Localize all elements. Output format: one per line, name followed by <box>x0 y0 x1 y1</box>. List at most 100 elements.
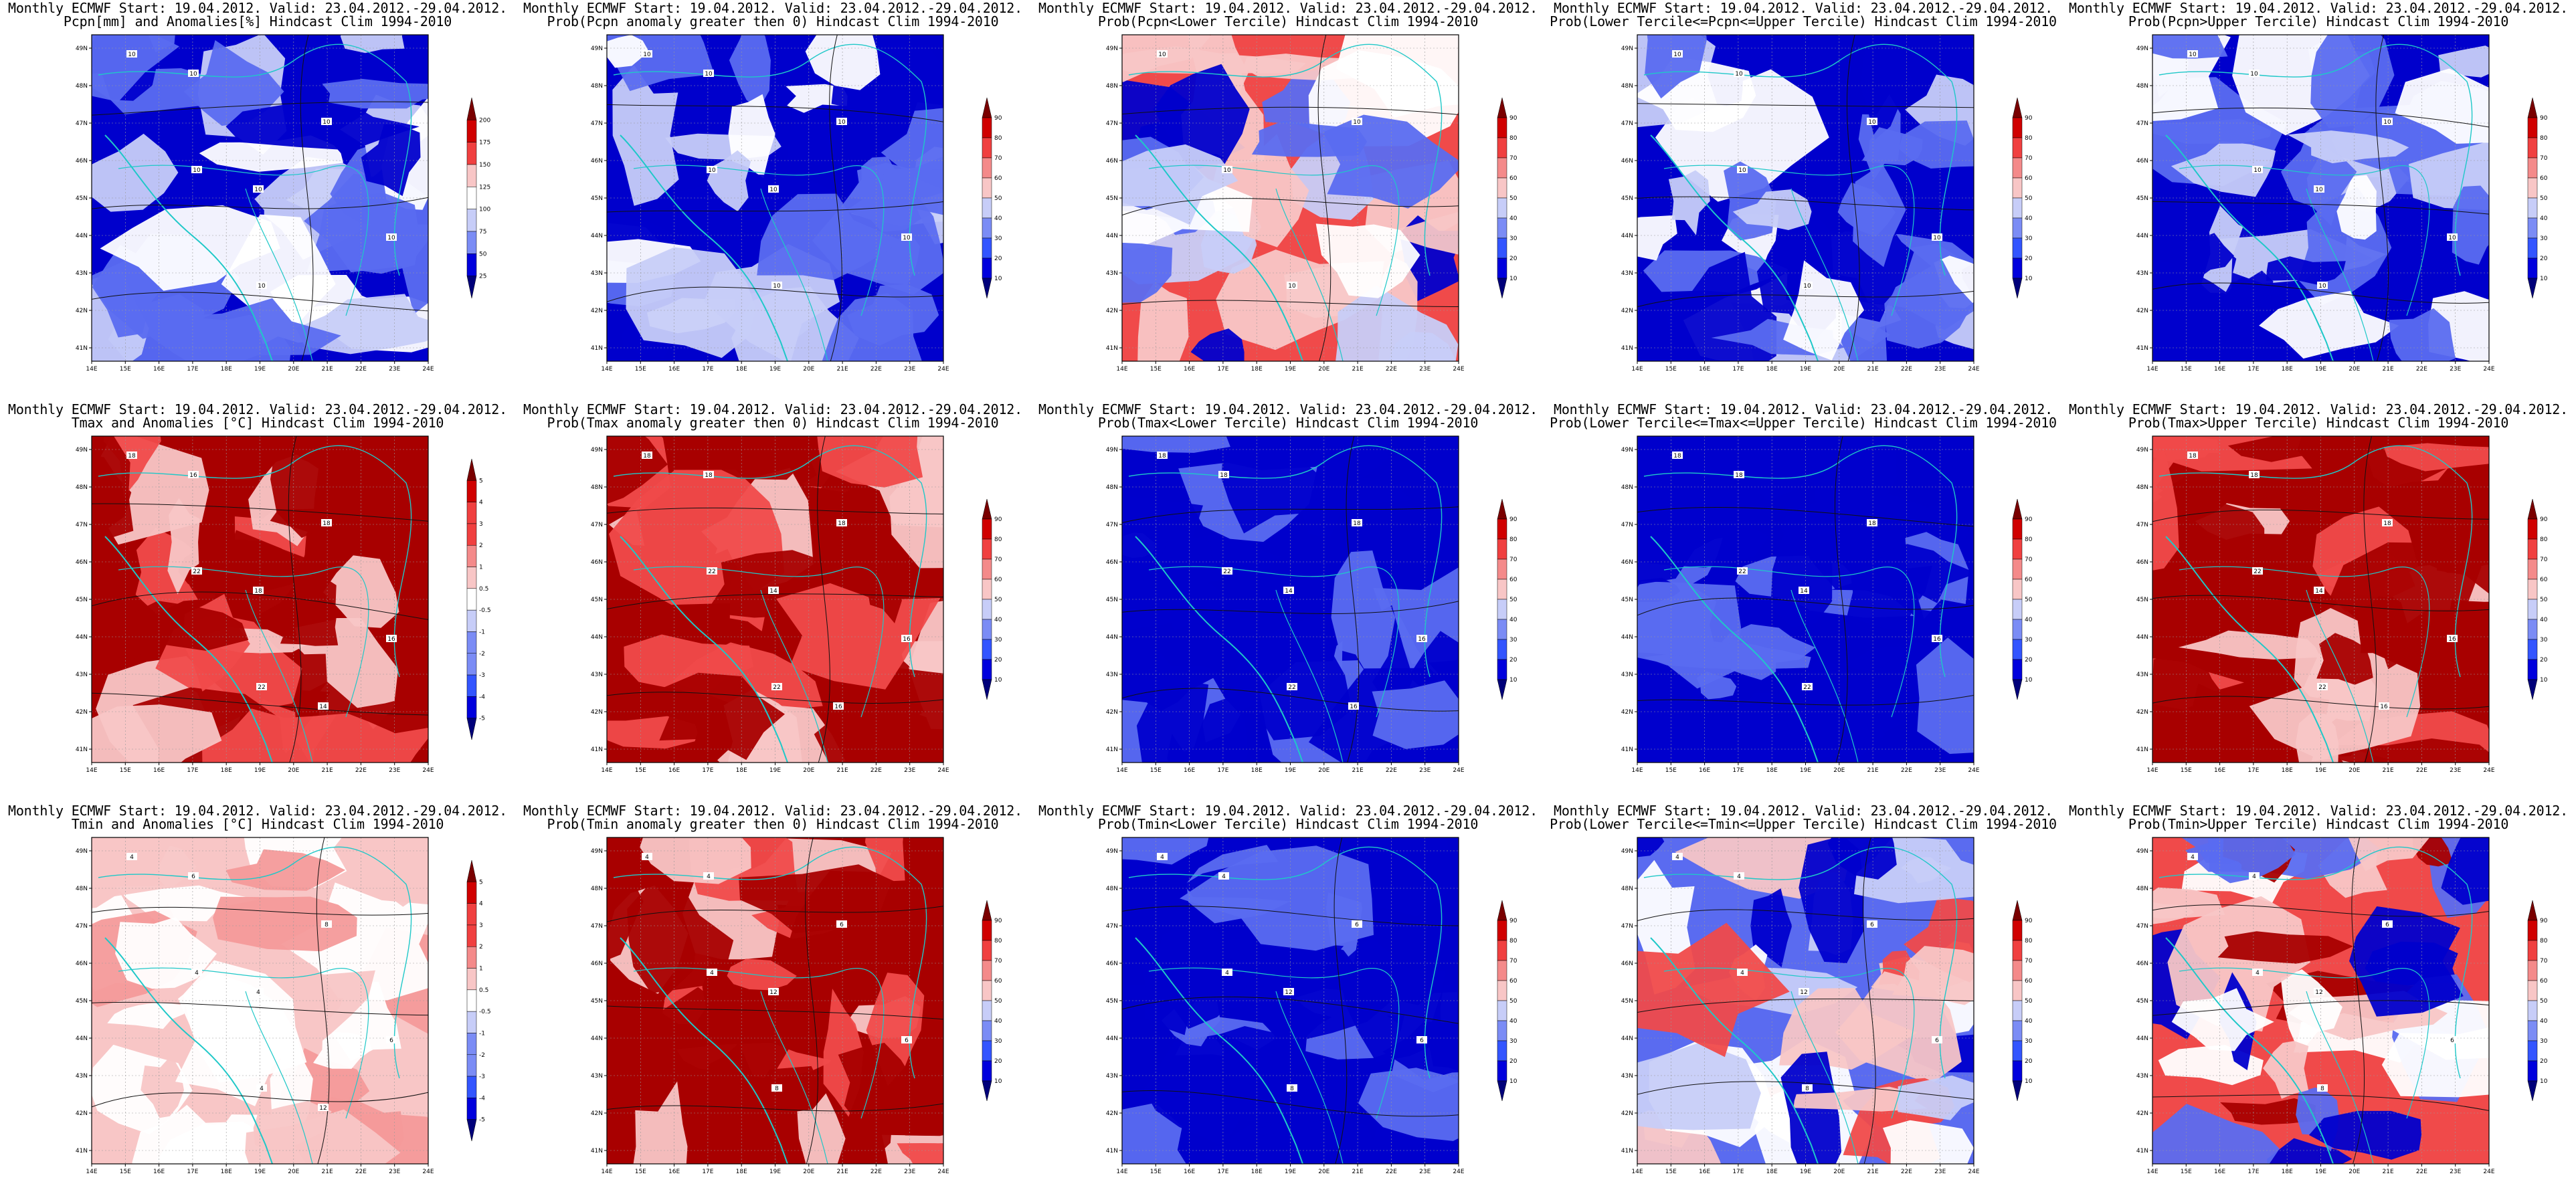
contour-label: 10 <box>703 70 714 78</box>
panel-subtitle: Tmax and Anomalies [°C] Hindcast Clim 19… <box>71 415 444 431</box>
colorbar-tick-label: 90 <box>1509 115 1517 122</box>
contour-label: 4 <box>1218 872 1229 880</box>
contour-label-text: 8 <box>775 1086 779 1092</box>
lat-tick-label: 43N <box>76 1073 88 1080</box>
lon-tick-label: 18E <box>736 366 747 373</box>
lon-tick-label: 24E <box>1453 366 1464 373</box>
map-panel: Monthly ECMWF Start: 19.04.2012. Valid: … <box>515 803 1030 1204</box>
contour-label-text: 22 <box>1738 569 1746 575</box>
lon-tick-label: 17E <box>1217 767 1228 774</box>
contour-label-text: 10 <box>643 52 651 58</box>
contour-label: 8 <box>321 920 332 928</box>
contour-label: 8 <box>1802 1084 1813 1092</box>
colorbar-tick-label: 10 <box>1509 677 1517 684</box>
lat-tick-label: 48N <box>591 886 603 892</box>
map-panel: Monthly ECMWF Start: 19.04.2012. Valid: … <box>1030 0 1546 401</box>
colorbar-tick-label: 3 <box>479 521 483 528</box>
shaded-field <box>1122 35 1459 361</box>
lon-tick-label: 14E <box>1116 366 1127 373</box>
lat-tick-label: 45N <box>1621 195 1633 202</box>
colorbar-tick-label: 30 <box>2025 637 2033 643</box>
colorbar-tick-label: 30 <box>2540 1038 2548 1045</box>
lon-tick-label: 20E <box>288 767 299 774</box>
colorbar-tick-label: 30 <box>994 637 1002 643</box>
lon-tick-label: 17E <box>2247 767 2259 774</box>
lat-tick-label: 46N <box>1106 559 1118 566</box>
contour-label-text: 8 <box>325 922 329 928</box>
lat-tick-label: 43N <box>1106 672 1118 678</box>
lon-tick-label: 22E <box>355 366 367 373</box>
lat-tick-label: 43N <box>1106 270 1118 277</box>
colorbar: 10 20 30 40 50 60 70 80 90 <box>2527 900 2548 1102</box>
map-panel: Monthly ECMWF Start: 19.04.2012. Valid: … <box>0 803 515 1204</box>
colorbar-tick-label: 40 <box>2540 1018 2548 1025</box>
lon-tick-label: 17E <box>2247 366 2259 373</box>
contour-label-text: 4 <box>1222 874 1226 880</box>
lon-tick-label: 14E <box>2146 366 2158 373</box>
colorbar-tick-label: 60 <box>2025 577 2033 583</box>
colorbar-tick-label: 4 <box>479 500 483 506</box>
panel-subtitle: Prob(Pcpn>Upper Tercile) Hindcast Clim 1… <box>2128 13 2509 29</box>
contour-label: 4 <box>703 872 714 880</box>
colorbar-tick-label: 30 <box>1509 637 1517 643</box>
lon-tick-label: 21E <box>2383 366 2394 373</box>
contour-label-text: 6 <box>191 874 195 880</box>
contour-label-text: 10 <box>1803 283 1811 290</box>
lat-tick-label: 41N <box>76 345 88 352</box>
lon-tick-label: 17E <box>702 366 713 373</box>
lon-tick-label: 15E <box>1150 366 1162 373</box>
colorbar-tick-label: 80 <box>994 938 1002 944</box>
lat-tick-label: 43N <box>1621 1073 1633 1080</box>
lat-tick-label: 49N <box>1106 447 1118 454</box>
lon-tick-label: 20E <box>1833 767 1845 774</box>
contour-label-text: 14 <box>2315 588 2323 595</box>
lon-tick-label: 16E <box>153 1169 165 1175</box>
lon-tick-label: 18E <box>1251 1169 1263 1175</box>
lon-tick-label: 20E <box>1318 366 1329 373</box>
lat-tick-label: 42N <box>1621 709 1633 716</box>
colorbar-tick-label: 30 <box>2540 637 2548 643</box>
colorbar-tick-label: -5 <box>479 716 485 722</box>
lon-tick-label: 18E <box>2282 366 2293 373</box>
colorbar-tick-label: 50 <box>2540 195 2548 202</box>
contour-label: 10 <box>707 166 717 174</box>
lon-tick-label: 20E <box>288 366 299 373</box>
lon-tick-label: 18E <box>736 767 747 774</box>
lat-tick-label: 42N <box>591 308 603 314</box>
colorbar-tick-label: 25 <box>479 274 486 280</box>
colorbar-tick-label: 80 <box>2025 536 2033 543</box>
contour-label-text: 18 <box>2383 520 2391 527</box>
contour-label: 18 <box>1352 519 1362 527</box>
contour-label-text: 22 <box>1288 684 1295 691</box>
contour-label-text: 10 <box>2253 167 2262 174</box>
colorbar-tick-label: 10 <box>2540 1078 2548 1085</box>
contour-label: 6 <box>1352 920 1362 928</box>
lat-tick-label: 44N <box>2136 1035 2148 1042</box>
lon-tick-label: 22E <box>870 767 882 774</box>
colorbar: -5 -4 -3 -2 -1 -0.5 0.5 1 2 3 4 5 <box>466 860 491 1142</box>
contour-label: 18 <box>126 452 137 460</box>
colorbar-tick-label: 30 <box>1509 1038 1517 1045</box>
lon-tick-label: 24E <box>422 366 434 373</box>
contour-label: 10 <box>1287 282 1297 290</box>
contour-label-text: 10 <box>323 119 331 126</box>
contour-label-text: 18 <box>2250 472 2258 479</box>
lon-tick-label: 17E <box>702 767 713 774</box>
lon-tick-label: 17E <box>187 366 198 373</box>
contour-label: 10 <box>2187 50 2198 58</box>
lat-tick-label: 41N <box>1106 1148 1118 1155</box>
lon-tick-label: 14E <box>1631 366 1643 373</box>
lon-tick-label: 18E <box>1251 366 1263 373</box>
contour-label-text: 10 <box>2318 283 2326 290</box>
lon-tick-label: 20E <box>1318 767 1329 774</box>
lon-tick-label: 23E <box>904 366 915 373</box>
contour-label: 12 <box>768 988 779 996</box>
lon-tick-label: 22E <box>1901 767 1912 774</box>
lat-tick-label: 49N <box>76 45 88 52</box>
panel-subtitle: Prob(Tmin>Upper Tercile) Hindcast Clim 1… <box>2128 816 2509 832</box>
contour-label: 10 <box>642 50 652 58</box>
colorbar-tick-label: 30 <box>994 1038 1002 1045</box>
lat-tick-label: 41N <box>1106 345 1118 352</box>
lon-tick-label: 22E <box>870 1169 882 1175</box>
contour-label: 10 <box>2249 70 2260 78</box>
